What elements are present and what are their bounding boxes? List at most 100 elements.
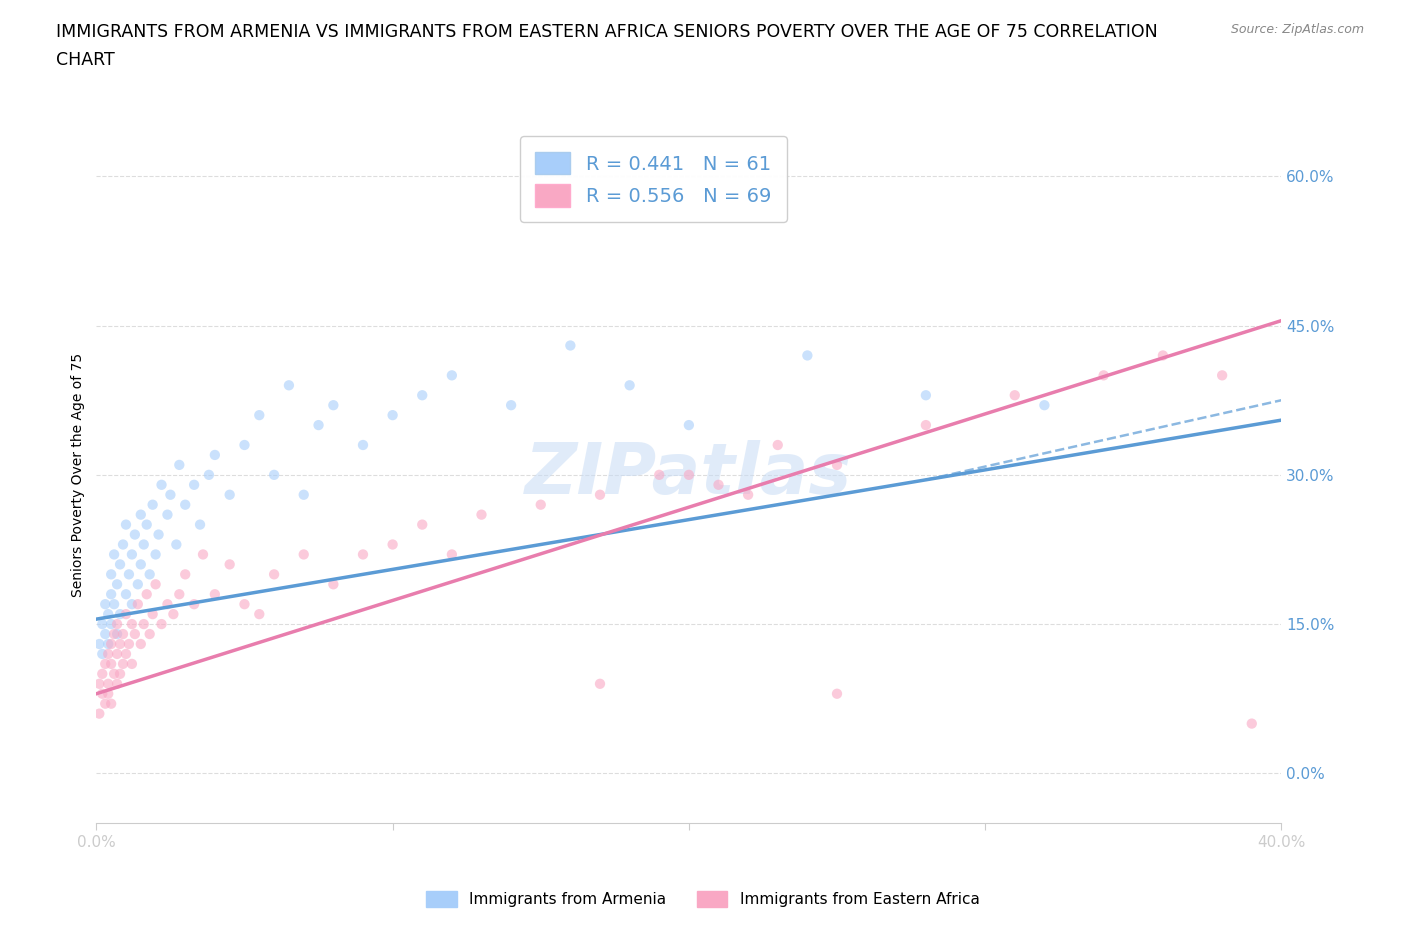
Point — [145, 577, 167, 591]
Point — [100, 636, 122, 651]
Point — [91, 646, 114, 661]
Point — [204, 447, 226, 462]
Point — [322, 398, 344, 413]
Point — [292, 487, 315, 502]
Point — [766, 437, 789, 452]
Point — [198, 468, 221, 483]
Point — [94, 657, 117, 671]
Point — [915, 418, 938, 432]
Point — [191, 547, 214, 562]
Point — [292, 547, 315, 562]
Point — [381, 407, 404, 422]
Point — [142, 606, 165, 621]
Point — [132, 537, 155, 551]
Point — [174, 567, 197, 582]
Point — [322, 577, 344, 591]
Point — [263, 468, 285, 483]
Point — [91, 686, 114, 701]
Point — [156, 507, 179, 522]
Point — [150, 477, 173, 492]
Point — [115, 587, 138, 602]
Point — [91, 667, 114, 682]
Legend: Immigrants from Armenia, Immigrants from Eastern Africa: Immigrants from Armenia, Immigrants from… — [420, 884, 986, 913]
Point — [707, 477, 730, 492]
Point — [97, 676, 120, 691]
Point — [233, 597, 256, 612]
Point — [129, 507, 152, 522]
Point — [111, 537, 134, 551]
Point — [678, 468, 700, 483]
Point — [127, 597, 149, 612]
Point — [108, 606, 131, 621]
Point — [103, 547, 125, 562]
Point — [1092, 368, 1115, 383]
Point — [89, 676, 111, 691]
Point — [825, 686, 848, 701]
Point — [108, 636, 131, 651]
Point — [89, 706, 111, 721]
Point — [129, 557, 152, 572]
Point — [145, 547, 167, 562]
Point — [204, 587, 226, 602]
Point — [150, 617, 173, 631]
Point — [94, 597, 117, 612]
Point — [135, 517, 157, 532]
Point — [118, 636, 141, 651]
Point — [165, 537, 187, 551]
Point — [105, 617, 128, 631]
Point — [105, 676, 128, 691]
Point — [174, 498, 197, 512]
Point — [308, 418, 330, 432]
Point — [127, 577, 149, 591]
Point — [501, 398, 523, 413]
Point — [97, 646, 120, 661]
Point — [678, 418, 700, 432]
Point — [1240, 716, 1263, 731]
Point — [91, 617, 114, 631]
Point — [218, 487, 240, 502]
Point — [97, 606, 120, 621]
Point — [247, 606, 270, 621]
Point — [796, 348, 818, 363]
Point — [100, 657, 122, 671]
Point — [97, 686, 120, 701]
Point — [183, 597, 205, 612]
Point — [142, 498, 165, 512]
Point — [915, 388, 938, 403]
Point — [159, 487, 181, 502]
Point — [108, 557, 131, 572]
Point — [129, 636, 152, 651]
Text: Source: ZipAtlas.com: Source: ZipAtlas.com — [1230, 23, 1364, 36]
Point — [148, 527, 170, 542]
Point — [233, 437, 256, 452]
Point — [530, 498, 553, 512]
Point — [103, 667, 125, 682]
Point — [277, 378, 299, 392]
Point — [105, 646, 128, 661]
Point — [115, 646, 138, 661]
Point — [97, 636, 120, 651]
Point — [381, 537, 404, 551]
Text: ZIPatlas: ZIPatlas — [526, 440, 852, 510]
Point — [1211, 368, 1233, 383]
Point — [94, 627, 117, 642]
Point — [162, 606, 184, 621]
Point — [115, 517, 138, 532]
Point — [619, 378, 641, 392]
Point — [105, 577, 128, 591]
Point — [560, 339, 582, 353]
Point — [103, 627, 125, 642]
Point — [156, 597, 179, 612]
Point — [169, 587, 191, 602]
Point — [118, 567, 141, 582]
Point — [825, 458, 848, 472]
Point — [100, 697, 122, 711]
Point — [94, 697, 117, 711]
Text: CHART: CHART — [56, 51, 115, 69]
Point — [247, 407, 270, 422]
Point — [1033, 398, 1056, 413]
Point — [100, 617, 122, 631]
Point — [121, 547, 143, 562]
Point — [111, 627, 134, 642]
Point — [100, 567, 122, 582]
